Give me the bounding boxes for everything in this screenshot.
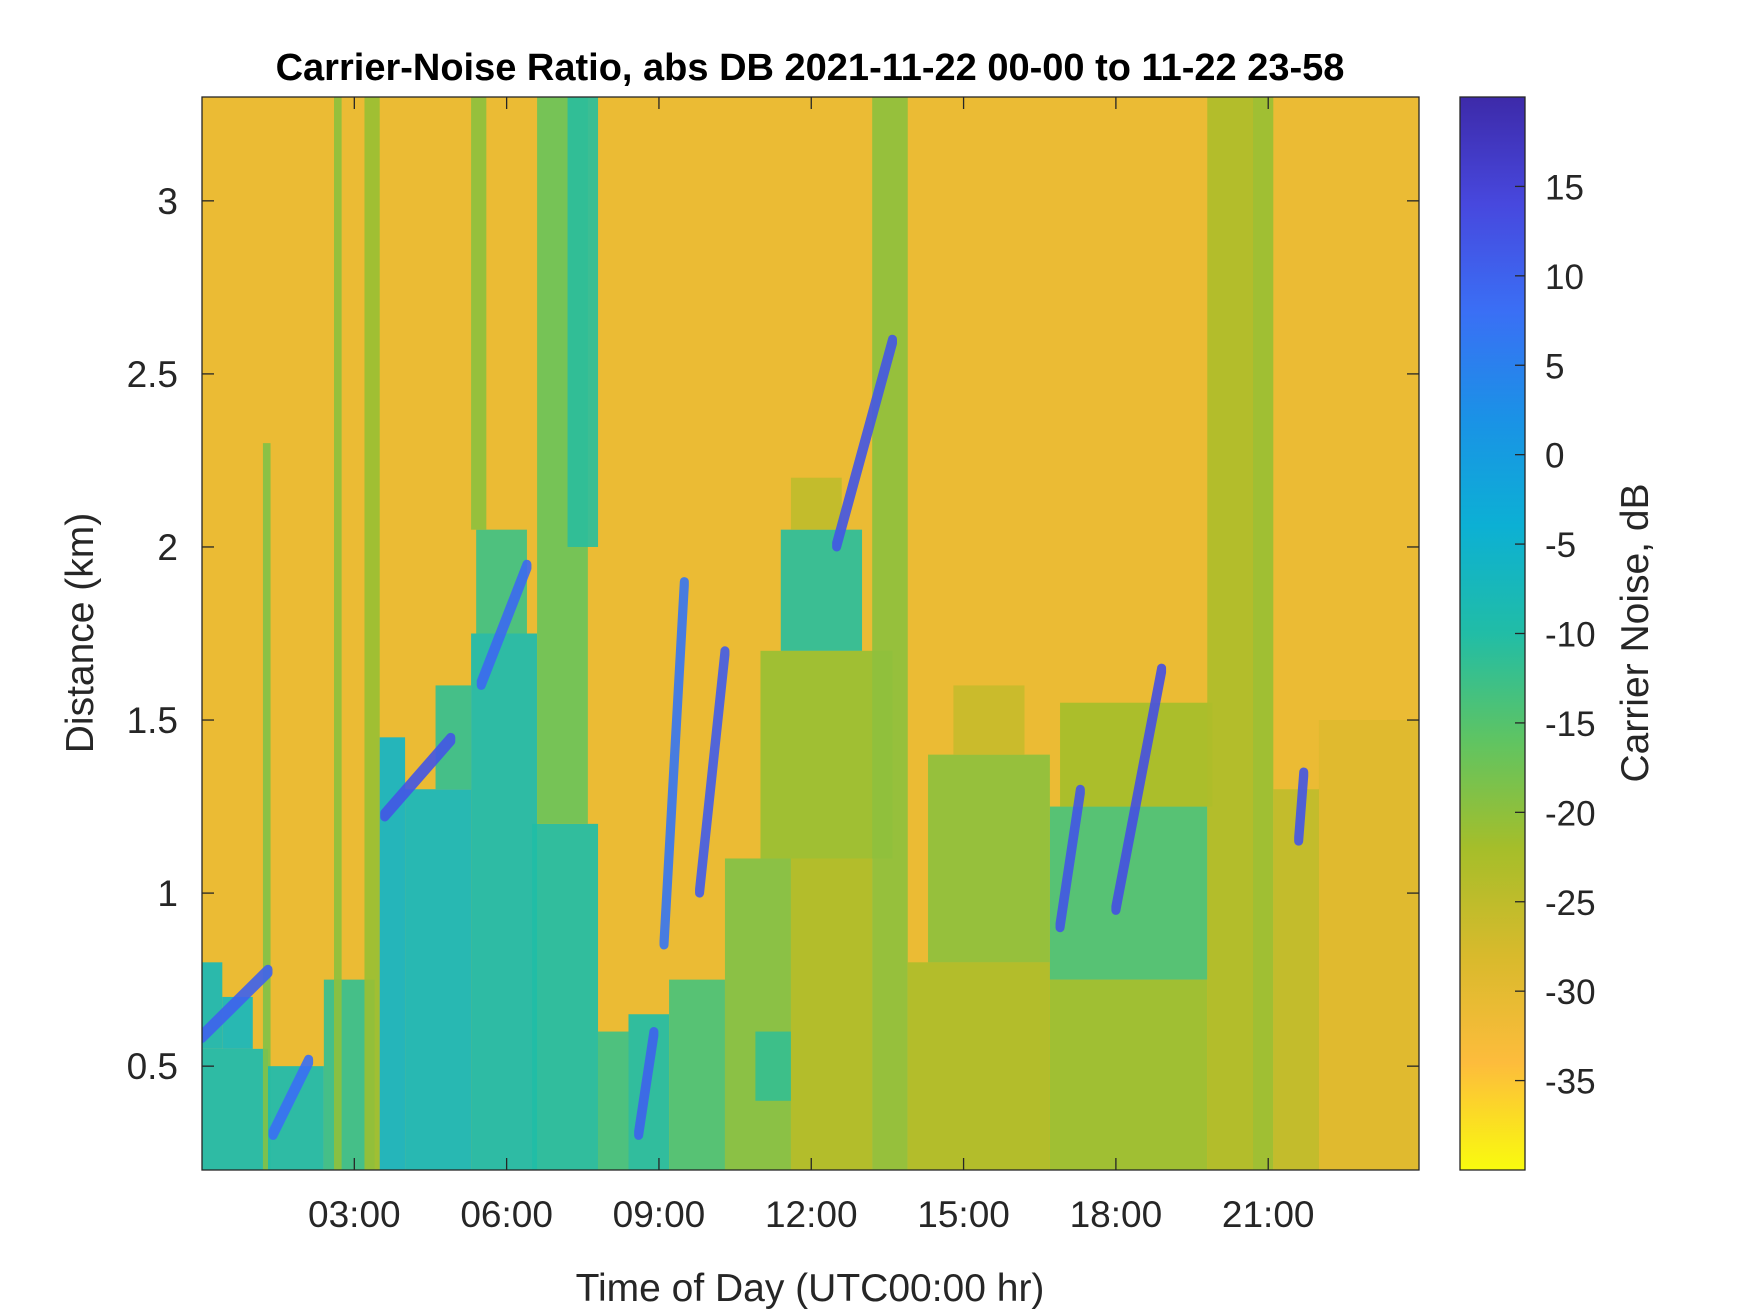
heatmap-region bbox=[760, 650, 893, 859]
heatmap-strong-echo bbox=[202, 964, 273, 1043]
heatmap-strong-echo bbox=[695, 646, 730, 898]
colorbar-tick-label: -20 bbox=[1545, 794, 1596, 833]
colorbar bbox=[1459, 96, 1526, 1171]
heatmap-region bbox=[598, 1031, 629, 1170]
heatmap-region bbox=[1207, 97, 1253, 1170]
heatmap-region bbox=[471, 97, 487, 530]
heatmap-strong-echo bbox=[1055, 784, 1085, 933]
heatmap-region bbox=[780, 529, 863, 651]
heatmap-region bbox=[262, 443, 271, 1170]
heatmap-region bbox=[1318, 720, 1419, 1170]
heatmap-region bbox=[907, 962, 1050, 1170]
heatmap-region bbox=[953, 685, 1025, 755]
heatmap-region bbox=[1273, 789, 1319, 1170]
colorbar-tick-label: -35 bbox=[1545, 1063, 1596, 1102]
colorbar-tick-label: -30 bbox=[1545, 973, 1596, 1012]
colorbar-tick-label: 15 bbox=[1545, 168, 1584, 207]
colorbar-label: Carrier Noise, dB bbox=[1614, 483, 1657, 782]
y-axis-label: Distance (km) bbox=[59, 513, 102, 754]
heatmap-region bbox=[202, 1048, 269, 1170]
heatmap-region bbox=[471, 633, 538, 1170]
colorbar-tick-label: -25 bbox=[1545, 884, 1596, 923]
heatmap-region bbox=[928, 754, 1050, 963]
heatmap-region bbox=[405, 789, 472, 1170]
heatmap-strong-echo bbox=[634, 1027, 659, 1140]
heatmap-region bbox=[1252, 97, 1274, 1170]
x-tick-label: 06:00 bbox=[460, 1194, 553, 1235]
x-tick-label: 12:00 bbox=[765, 1194, 858, 1235]
heatmap-region bbox=[334, 97, 342, 1170]
heatmap-region bbox=[790, 477, 842, 530]
x-tick-label: 03:00 bbox=[308, 1194, 401, 1235]
heatmap-region bbox=[755, 1031, 791, 1101]
heatmap-region bbox=[1049, 979, 1208, 1170]
heatmap-region bbox=[669, 979, 725, 1170]
heatmap-strong-echo bbox=[832, 334, 897, 552]
heatmap-strong-echo bbox=[659, 577, 689, 950]
heatmap-strong-echo bbox=[476, 559, 532, 690]
heatmap-strong-echo bbox=[1111, 663, 1167, 915]
heatmap-region bbox=[532, 823, 599, 1170]
plot-frame bbox=[201, 96, 1420, 1171]
x-tick-label: 18:00 bbox=[1070, 1194, 1163, 1235]
colorbar-tick-label: 0 bbox=[1545, 437, 1564, 476]
heatmap-region bbox=[364, 97, 380, 1170]
colorbar-tick-label: 5 bbox=[1545, 347, 1564, 386]
colorbar-tick-label: -15 bbox=[1545, 705, 1596, 744]
y-tick-label: 2.5 bbox=[127, 354, 178, 395]
y-tick-label: 2 bbox=[157, 527, 178, 568]
colorbar-tick-label: -10 bbox=[1545, 616, 1596, 655]
heatmap-region bbox=[872, 97, 908, 1170]
x-axis-label: Time of Day (UTC00:00 hr) bbox=[576, 1267, 1045, 1310]
y-tick-label: 1 bbox=[157, 873, 178, 914]
y-tick-label: 1.5 bbox=[127, 700, 178, 741]
heatmap-plot-area bbox=[202, 97, 1419, 1170]
chart-title: Carrier-Noise Ratio, abs DB 2021-11-22 0… bbox=[276, 47, 1345, 89]
heatmap-region bbox=[790, 858, 873, 1170]
x-tick-label: 21:00 bbox=[1222, 1194, 1315, 1235]
x-tick-label: 15:00 bbox=[917, 1194, 1010, 1235]
x-axis: 03:00 06:00 09:00 12:00 15:00 18:00 21:00 bbox=[308, 97, 1315, 1235]
heatmap-region bbox=[567, 97, 599, 547]
colorbar-tick-label: -5 bbox=[1545, 526, 1576, 565]
y-axis: 0.5 1 1.5 2 2.5 3 bbox=[127, 181, 1419, 1087]
heatmap-strong-echo bbox=[380, 732, 456, 822]
y-tick-label: 3 bbox=[157, 181, 178, 222]
heatmap-region bbox=[724, 858, 791, 1170]
x-tick-label: 09:00 bbox=[613, 1194, 706, 1235]
heatmap-strong-echo bbox=[1294, 767, 1309, 846]
colorbar-axis: 15 10 5 0 -5 -10 -15 -20 -25 -30 -35 bbox=[1515, 168, 1596, 1102]
y-tick-label: 0.5 bbox=[127, 1046, 178, 1087]
colorbar-tick-label: 10 bbox=[1545, 258, 1584, 297]
heatmap-strong-echo bbox=[268, 1054, 314, 1140]
